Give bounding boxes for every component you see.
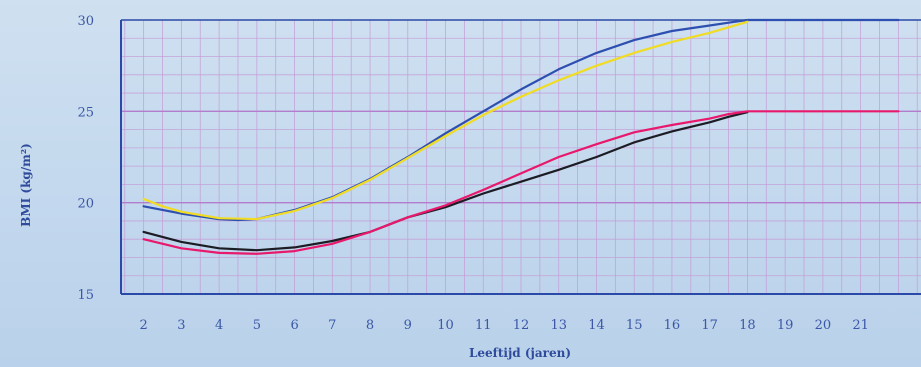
x-tick-label: 8: [366, 318, 374, 333]
x-tick-label: 7: [328, 318, 336, 333]
x-tick-label: 16: [664, 318, 681, 333]
x-tick-label: 11: [475, 318, 492, 333]
x-tick-label: 21: [852, 318, 869, 333]
y-tick-label: 15: [77, 288, 94, 303]
x-tick-label: 10: [437, 318, 454, 333]
series-line-2: [142, 20, 749, 221]
x-tick-label: 17: [701, 318, 718, 333]
y-axis-title: BMI (kg/m²): [19, 143, 33, 227]
series-lines: [142, 18, 900, 255]
x-axis-title: Leeftijd (jaren): [469, 346, 571, 360]
x-tick-label: 2: [140, 318, 148, 333]
x-tick-label: 13: [550, 318, 567, 333]
y-tick-label: 30: [77, 14, 94, 29]
x-tick-label: 14: [588, 318, 605, 333]
series-line-3: [142, 111, 749, 252]
x-tick-label: 20: [815, 318, 832, 333]
x-tick-label: 3: [177, 318, 185, 333]
x-tick-label: 5: [253, 318, 261, 333]
series-line-4: [142, 110, 900, 255]
x-tick-label: 19: [777, 318, 794, 333]
x-tick-label: 4: [215, 318, 223, 333]
x-tick-label: 6: [290, 318, 298, 333]
x-tick-label: 12: [513, 318, 530, 333]
x-tick-label: 9: [404, 318, 412, 333]
y-tick-label: 20: [77, 197, 94, 212]
y-tick-label: 25: [77, 105, 94, 120]
x-tick-label: 15: [626, 318, 643, 333]
x-tick-label: 18: [739, 318, 756, 333]
tick-labels: 2 3 4 5 6 7 8 9 10 11 12 13 14 15 16 17 18 19 20 21 15 20 25 30: [77, 14, 868, 333]
